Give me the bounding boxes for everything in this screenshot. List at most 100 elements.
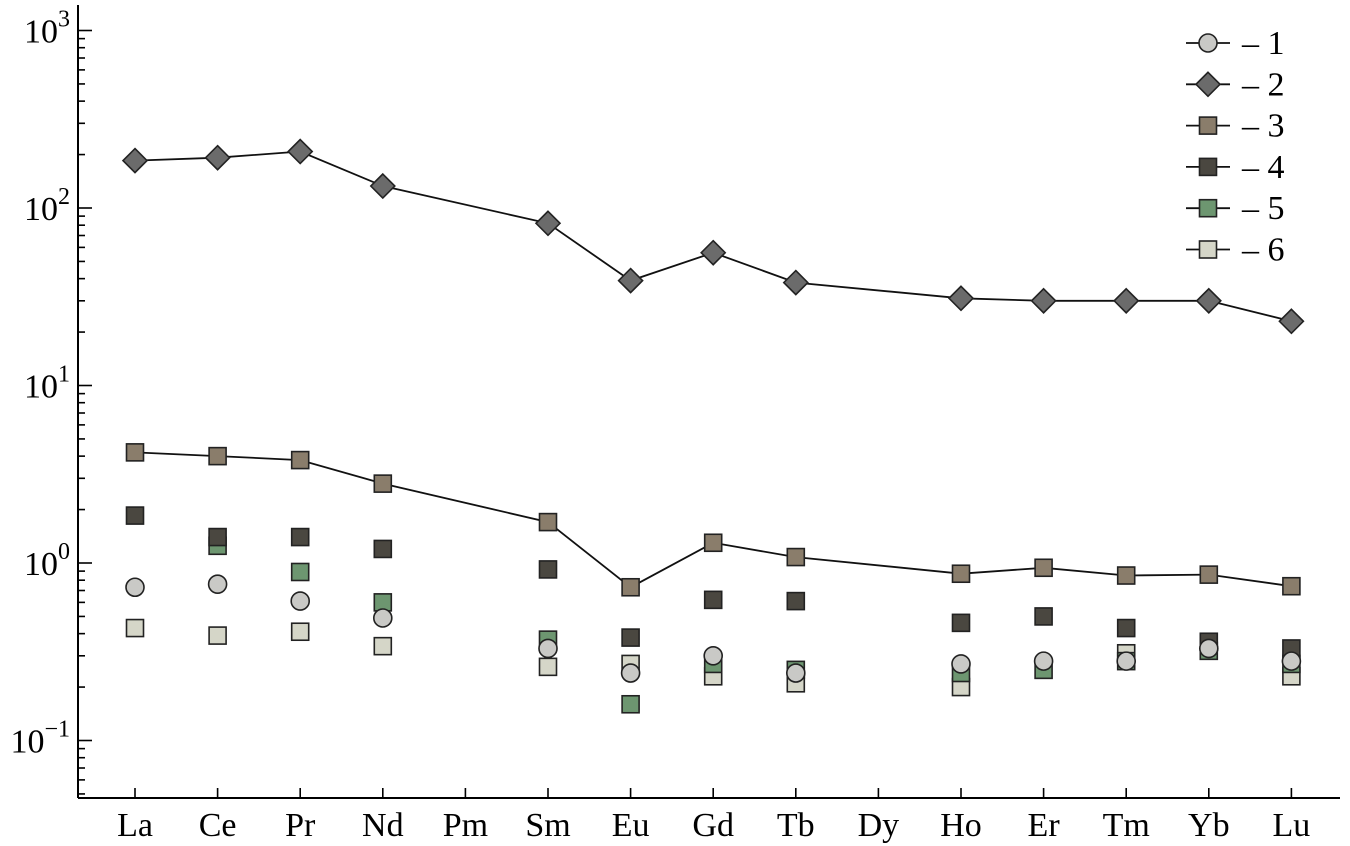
legend-marker	[1198, 240, 1218, 259]
y-tick-label: 101	[24, 362, 70, 406]
series-3-point	[621, 577, 640, 597]
x-tick-label: Gd	[692, 807, 734, 844]
series-3-point	[538, 512, 558, 532]
series-lines	[134, 150, 1292, 589]
x-tick-label: Tb	[777, 807, 815, 844]
legend-label: – 6	[1241, 232, 1285, 269]
series-1-point	[703, 646, 724, 666]
series-3-point	[1282, 576, 1301, 596]
series-2-point	[1278, 308, 1305, 335]
series-4-point	[373, 539, 393, 559]
x-tick-label: Lu	[1273, 807, 1311, 844]
series-3-point	[951, 564, 971, 584]
series-4-point	[1034, 607, 1053, 626]
series-3-point	[373, 474, 393, 493]
legend-item-2: – 2	[1186, 66, 1285, 103]
series-3-point	[125, 443, 145, 462]
legend-marker	[1198, 116, 1218, 135]
data-points	[121, 138, 1305, 714]
series-2-point	[782, 269, 809, 296]
series-1-point	[785, 663, 806, 683]
legend-marker	[1198, 198, 1218, 218]
x-tick-label: Yb	[1188, 807, 1230, 844]
legend-item-6: – 6	[1186, 232, 1285, 269]
x-tick-label: Nd	[362, 807, 404, 844]
series-6-point	[538, 657, 558, 677]
series-4-point	[951, 613, 971, 633]
legend: – 1 – 2 – 3 – 4 – 5 – 6	[1186, 25, 1285, 269]
series-2-point	[617, 267, 644, 294]
series-3-point	[208, 446, 227, 466]
x-tick-label: Dy	[858, 807, 900, 844]
series-1-point	[538, 638, 558, 659]
series-1-point	[951, 654, 971, 674]
series-4-point	[290, 527, 310, 547]
y-tick-label: 100	[24, 539, 70, 583]
series-6-point	[290, 622, 310, 642]
series-3-point	[1199, 565, 1219, 584]
series-4-point	[786, 591, 806, 611]
series-6-point	[208, 626, 227, 645]
series-4-point	[538, 560, 558, 579]
x-tick-label: Ce	[199, 807, 237, 844]
series-2-point	[1030, 287, 1057, 314]
series-2-point	[287, 138, 314, 165]
series-3-point	[1116, 566, 1136, 585]
series-4-point	[125, 506, 145, 525]
series-1-point	[207, 574, 228, 594]
series-2-point	[121, 147, 149, 174]
axes: 10−1 100 101 102 103 La Ce Pr Nd Pm Sm Eu Gd Tb Dy Ho Er…	[10, 5, 1340, 844]
y-tick-label: 10−1	[10, 717, 70, 761]
x-tick-label: Eu	[612, 807, 650, 844]
legend-item-5: – 5	[1186, 190, 1285, 227]
legend-label: – 5	[1241, 190, 1285, 227]
series-4-point	[1116, 618, 1136, 638]
y-tick-label: 102	[24, 184, 70, 228]
series-1-point	[125, 577, 145, 598]
series-1-point	[372, 608, 393, 628]
series-5-point	[621, 694, 640, 714]
series-3-point	[290, 450, 310, 470]
legend-label: – 2	[1241, 66, 1285, 103]
series-2-point	[534, 210, 562, 237]
series-1-point	[290, 591, 311, 611]
legend-marker	[1198, 157, 1218, 177]
series-2-point	[204, 144, 231, 171]
series-6-point	[125, 618, 145, 638]
series-1-point	[1116, 651, 1136, 671]
x-tick-label: Tm	[1103, 807, 1150, 844]
x-tick-label: Ho	[940, 807, 982, 844]
x-tick-label: Sm	[525, 807, 570, 844]
series-2-point	[700, 239, 727, 266]
series-2-line	[134, 150, 1292, 323]
series-6-point	[373, 636, 393, 656]
legend-item-1: – 1	[1186, 25, 1285, 62]
legend-label: – 1	[1241, 25, 1285, 62]
series-3-point	[703, 533, 723, 553]
series-1-point	[1281, 651, 1302, 671]
legend-label: – 3	[1241, 108, 1285, 145]
legend-item-4: – 4	[1186, 149, 1285, 186]
series-2-point	[947, 285, 975, 312]
series-3-point	[786, 547, 806, 567]
series-4-point	[208, 527, 227, 547]
series-5-point	[290, 562, 310, 582]
legend-marker	[1198, 33, 1218, 53]
series-2-point	[1113, 287, 1140, 314]
series-1-point	[620, 663, 641, 683]
series-3-point	[1034, 558, 1053, 578]
series-2-point	[1195, 287, 1222, 314]
x-tick-label: Pr	[285, 807, 316, 844]
legend-label: – 4	[1241, 149, 1285, 186]
series-1-point	[1033, 651, 1054, 671]
x-tick-label: Er	[1028, 807, 1061, 844]
x-tick-label: Pm	[443, 807, 488, 844]
legend-item-3: – 3	[1186, 108, 1285, 145]
legend-marker	[1194, 71, 1222, 98]
y-tick-label: 103	[24, 7, 70, 51]
series-4-point	[621, 628, 640, 647]
x-tick-label: La	[117, 807, 153, 844]
series-2-point	[369, 172, 396, 200]
series-1-point	[1199, 638, 1219, 659]
